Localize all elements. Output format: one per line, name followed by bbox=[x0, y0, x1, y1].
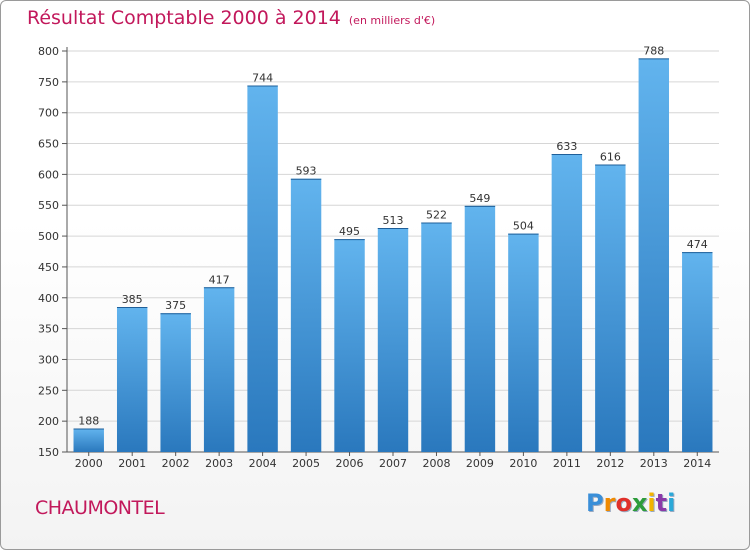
commune-name: CHAUMONTEL bbox=[35, 497, 165, 519]
x-tick-label: 2012 bbox=[596, 457, 624, 470]
logo-letter: i bbox=[667, 489, 676, 517]
bar-value-label: 616 bbox=[600, 151, 621, 164]
bar-value-label: 513 bbox=[383, 214, 404, 227]
bar bbox=[377, 228, 409, 452]
y-tick-label: 450 bbox=[38, 261, 59, 274]
bar bbox=[638, 58, 670, 452]
bars bbox=[73, 58, 713, 453]
x-tick-label: 2010 bbox=[509, 457, 537, 470]
y-tick-label: 200 bbox=[38, 415, 59, 428]
x-tick-label: 2014 bbox=[683, 457, 711, 470]
bar bbox=[682, 252, 713, 452]
x-tick-label: 2007 bbox=[379, 457, 407, 470]
bar bbox=[160, 313, 191, 452]
logo-letter: o bbox=[615, 489, 632, 517]
bar-value-label: 788 bbox=[643, 44, 664, 57]
bar bbox=[247, 85, 278, 452]
y-tick-label: 150 bbox=[38, 446, 59, 459]
y-tick-label: 600 bbox=[38, 168, 59, 181]
bar-value-label: 744 bbox=[252, 72, 273, 85]
logo-letter: i bbox=[647, 489, 656, 517]
y-tick-label: 800 bbox=[38, 45, 59, 58]
bar-value-label: 417 bbox=[209, 273, 230, 286]
bar bbox=[73, 428, 104, 452]
bar bbox=[508, 233, 539, 452]
bar bbox=[464, 205, 496, 452]
y-tick-label: 250 bbox=[38, 384, 59, 397]
x-tick-label: 2002 bbox=[162, 457, 190, 470]
y-tick-label: 550 bbox=[38, 199, 59, 212]
bar-value-label: 385 bbox=[122, 293, 143, 306]
proxiti-logo: Proxiti bbox=[586, 489, 675, 517]
bar-value-label: 375 bbox=[165, 299, 186, 312]
bar-value-label: 633 bbox=[556, 140, 577, 153]
x-tick-label: 2003 bbox=[205, 457, 233, 470]
bar bbox=[551, 154, 583, 452]
x-tick-label: 2006 bbox=[336, 457, 364, 470]
x-tick-label: 2005 bbox=[292, 457, 320, 470]
x-tick-label: 2008 bbox=[422, 457, 450, 470]
bar-value-label: 549 bbox=[469, 192, 490, 205]
bar-value-label: 474 bbox=[687, 238, 708, 251]
bar-value-label: 188 bbox=[78, 415, 99, 428]
x-tick-label: 2001 bbox=[118, 457, 146, 470]
x-tick-label: 2011 bbox=[553, 457, 581, 470]
x-tick-label: 2009 bbox=[466, 457, 494, 470]
y-tick-label: 650 bbox=[38, 138, 59, 151]
y-tick-label: 500 bbox=[38, 230, 59, 243]
bar bbox=[334, 239, 365, 452]
y-tick-label: 300 bbox=[38, 353, 59, 366]
logo-letter: x bbox=[631, 489, 648, 517]
labels: 150 200 250 300 350 400 450 500 550 600 650 700 750 8… bbox=[38, 44, 711, 470]
x-tick-label: 2004 bbox=[249, 457, 277, 470]
bar-value-label: 593 bbox=[296, 165, 317, 178]
logo-letter: P bbox=[586, 489, 604, 517]
logo-letter: t bbox=[655, 489, 668, 517]
bar bbox=[116, 307, 148, 452]
y-tick-label: 700 bbox=[38, 107, 59, 120]
x-tick-label: 2000 bbox=[75, 457, 103, 470]
bar bbox=[421, 222, 452, 452]
bar-value-label: 522 bbox=[426, 209, 447, 222]
x-tick-label: 2013 bbox=[640, 457, 668, 470]
bar bbox=[203, 287, 235, 452]
y-tick-label: 350 bbox=[38, 323, 59, 336]
bar bbox=[290, 178, 322, 453]
y-tick-label: 750 bbox=[38, 76, 59, 89]
chart-subtitle: (en milliers d'€) bbox=[348, 14, 436, 27]
bar-value-label: 504 bbox=[513, 220, 534, 233]
chart-title-text: Résultat Comptable 2000 à 2014 bbox=[27, 7, 341, 29]
y-tick-label: 400 bbox=[38, 292, 59, 305]
logo-letter: r bbox=[603, 489, 616, 517]
chart-title: Résultat Comptable 2000 à 2014 (en millie… bbox=[27, 7, 435, 29]
bar-value-label: 495 bbox=[339, 225, 360, 238]
bar bbox=[595, 164, 626, 452]
